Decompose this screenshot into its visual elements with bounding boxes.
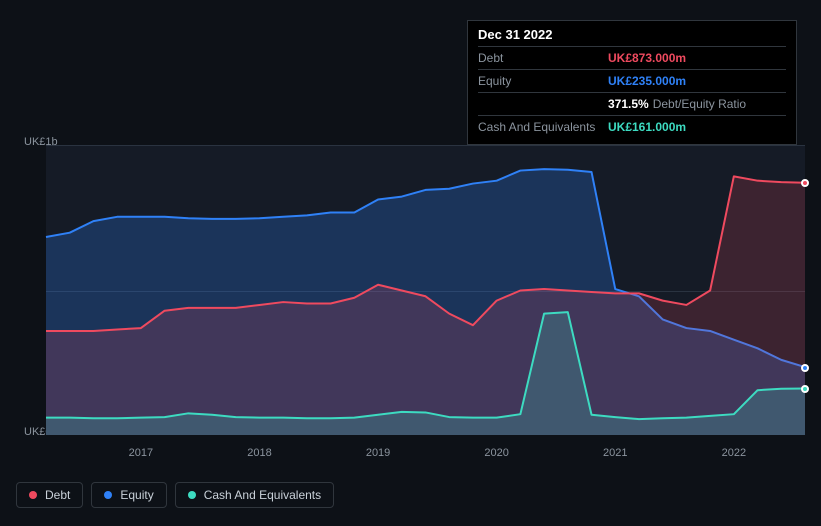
tooltip-row: 371.5%Debt/Equity Ratio: [478, 92, 786, 115]
legend-item-debt[interactable]: Debt: [16, 482, 83, 508]
tooltip-row-label: Debt: [478, 49, 608, 67]
x-axis-tick: 2017: [129, 447, 153, 459]
x-axis-tick: 2022: [722, 447, 746, 459]
x-axis-tick: 2018: [247, 447, 271, 459]
chart-tooltip: Dec 31 2022 DebtUK£873.000mEquityUK£235.…: [467, 20, 797, 145]
tooltip-row-value: UK£235.000m: [608, 72, 686, 90]
legend-label: Equity: [120, 488, 153, 502]
x-axis-tick: 2019: [366, 447, 390, 459]
legend-item-cash-and-equivalents[interactable]: Cash And Equivalents: [175, 482, 334, 508]
legend-dot-icon: [188, 491, 196, 499]
legend-item-equity[interactable]: Equity: [91, 482, 166, 508]
legend-label: Debt: [45, 488, 70, 502]
tooltip-row: EquityUK£235.000m: [478, 69, 786, 92]
tooltip-date: Dec 31 2022: [478, 27, 786, 46]
series-endpoint-equity: [801, 364, 809, 372]
chart-plot-area[interactable]: [46, 145, 805, 435]
tooltip-row: DebtUK£873.000m: [478, 46, 786, 69]
tooltip-row-value: UK£873.000m: [608, 49, 686, 67]
tooltip-row: Cash And EquivalentsUK£161.000m: [478, 115, 786, 138]
x-axis: 2017 2018 2019 2020 2021 2022: [46, 447, 805, 467]
tooltip-row-label: Cash And Equivalents: [478, 118, 608, 136]
tooltip-row-label: Equity: [478, 72, 608, 90]
chart-legend: Debt Equity Cash And Equivalents: [16, 482, 334, 508]
series-endpoint-debt: [801, 179, 809, 187]
x-axis-tick: 2020: [484, 447, 508, 459]
x-axis-tick: 2021: [603, 447, 627, 459]
legend-dot-icon: [29, 491, 37, 499]
tooltip-row-label: [478, 95, 608, 113]
series-endpoint-cash-and-equivalents: [801, 385, 809, 393]
legend-label: Cash And Equivalents: [204, 488, 321, 502]
tooltip-row-value: 371.5%Debt/Equity Ratio: [608, 95, 746, 113]
legend-dot-icon: [104, 491, 112, 499]
tooltip-row-value: UK£161.000m: [608, 118, 686, 136]
tooltip-row-extra: Debt/Equity Ratio: [653, 97, 746, 111]
